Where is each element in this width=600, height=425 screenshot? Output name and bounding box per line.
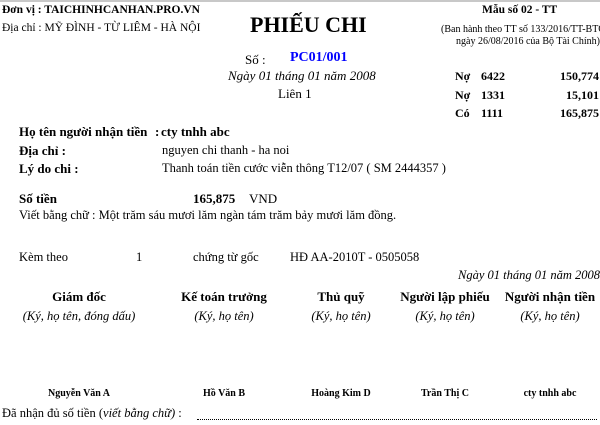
recipient-label: Họ tên người nhận tiền xyxy=(19,124,148,139)
signer-name: Hoàng Kim D xyxy=(311,388,371,399)
signer-name: Hồ Văn B xyxy=(202,388,246,399)
attach-label: Kèm theo xyxy=(19,250,68,264)
signature-role: Thủ quỹ xyxy=(317,289,365,304)
received-prefix: Đã nhận đủ số tiền ( xyxy=(2,406,104,420)
voucher-number: PC01/001 xyxy=(290,50,348,65)
issued-note-1: (Ban hành theo TT số 133/2016/TT-BTC xyxy=(441,24,600,35)
voucher-date: Ngày 01 tháng 01 năm 2008 xyxy=(228,68,376,83)
reason-value: Thanh toán tiền cước viễn thông T12/07 (… xyxy=(162,161,446,175)
signature-role: Giám đốc xyxy=(52,289,106,304)
sign-date: Ngày 01 tháng 01 năm 2008 xyxy=(457,268,600,282)
received-italic: viết bằng chữ) xyxy=(103,406,176,420)
signature-note: (Ký, họ tên, đóng dấu) xyxy=(22,309,136,323)
signer-name: Nguyễn Văn A xyxy=(47,388,111,399)
reason-label: Lý do chi : xyxy=(19,161,79,176)
account-type: Có xyxy=(455,106,470,120)
received-dotted-line xyxy=(197,409,597,420)
recipient-colon: : xyxy=(155,124,160,139)
account-type: Nợ xyxy=(455,69,471,83)
currency: VND xyxy=(249,191,278,206)
account-amount: 15,101 xyxy=(566,88,599,102)
signature-note: (Ký, họ tên) xyxy=(311,309,371,323)
signer-name: Trần Thị C xyxy=(421,388,469,399)
address-label: Địa chỉ : xyxy=(19,143,66,158)
form-number: Mẫu số 02 - TT xyxy=(482,4,558,16)
so-label: Số : xyxy=(245,52,266,67)
account-type: Nợ xyxy=(455,88,471,102)
unit-address: Địa chỉ : MỸ ĐÌNH - TỪ LIÊM - HÀ NỘI xyxy=(2,22,201,34)
account-amount: 165,875 xyxy=(560,106,599,120)
top-border xyxy=(0,0,600,2)
signature-role: Kế toán trưởng xyxy=(181,289,267,304)
received-note: Đã nhận đủ số tiền (viết bằng chữ) : xyxy=(2,406,182,421)
attach-count: 1 xyxy=(136,250,143,264)
signature-role: Người lập phiếu xyxy=(400,289,490,304)
attach-doc: chứng từ gốc xyxy=(193,250,259,264)
amount-label: Số tiền xyxy=(19,191,57,206)
document-title: PHIẾU CHI xyxy=(250,12,367,37)
address-value: nguyen chi thanh - ha noi xyxy=(162,143,290,157)
signature-note: (Ký, họ tên) xyxy=(194,309,254,323)
amount-in-words: Viết bằng chữ : Một trăm sáu mươi lăm ng… xyxy=(19,208,397,222)
signature-note: (Ký, họ tên) xyxy=(520,309,580,323)
signature-role: Người nhận tiền xyxy=(504,289,596,304)
account-amount: 150,774 xyxy=(560,69,599,83)
account-code: 6422 xyxy=(481,69,505,83)
recipient-value: cty tnhh abc xyxy=(161,124,230,139)
attach-reference: HĐ AA-2010T - 0505058 xyxy=(290,250,420,264)
copy-number: Liên 1 xyxy=(278,86,312,101)
issued-note-2: ngày 26/08/2016 của Bộ Tài Chính) xyxy=(456,36,600,47)
signature-note: (Ký, họ tên) xyxy=(415,309,475,323)
signer-name: cty tnhh abc xyxy=(523,388,577,399)
unit-name: Đơn vị : TAICHINHCANHAN.PRO.VN xyxy=(2,4,200,16)
received-suffix: : xyxy=(175,406,182,420)
account-code: 1111 xyxy=(481,106,504,120)
amount-value: 165,875 xyxy=(193,191,236,206)
account-code: 1331 xyxy=(481,88,505,102)
